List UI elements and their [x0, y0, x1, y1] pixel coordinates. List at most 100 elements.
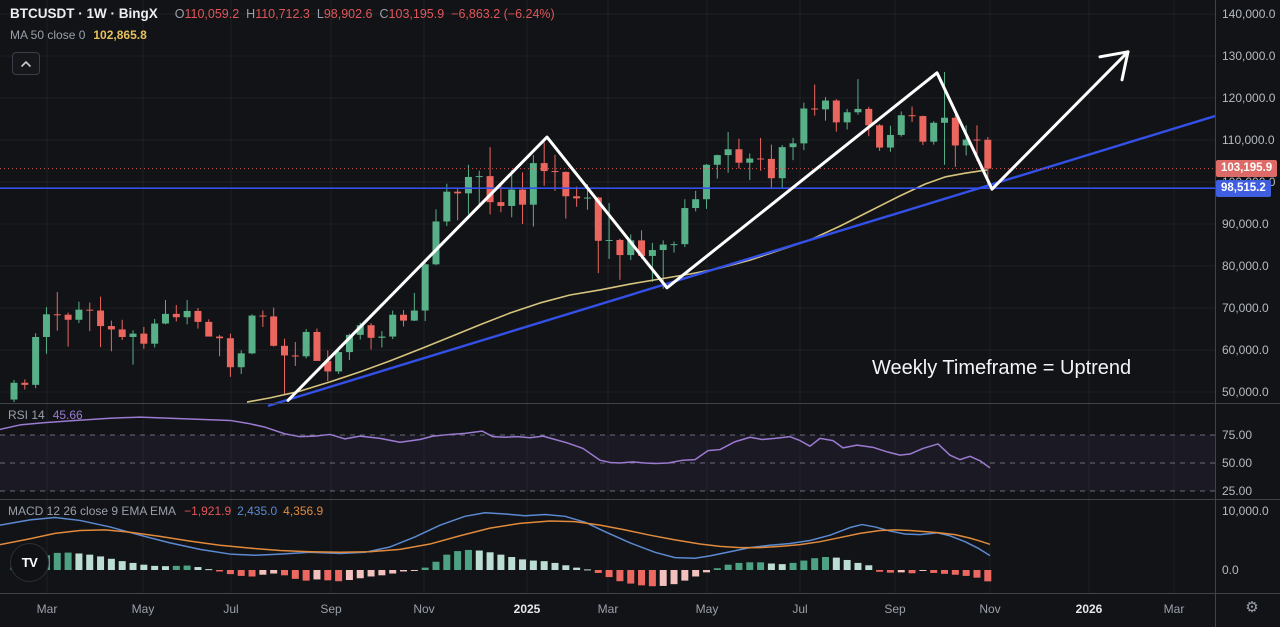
ma-study-value: 102,865.8	[93, 28, 147, 42]
macd-hist-value: −1,921.9	[184, 504, 232, 518]
macd-histogram-bar	[270, 570, 278, 574]
candles	[10, 71, 992, 403]
candle-body	[616, 239, 624, 256]
macd-histogram-bar	[291, 570, 299, 579]
candle-body	[75, 309, 83, 320]
candle-body	[107, 326, 115, 330]
candle-body	[573, 196, 581, 199]
macd-histogram-bar	[778, 564, 786, 570]
time-month-label: Mar	[597, 602, 619, 616]
time-month-label: Nov	[413, 602, 435, 616]
candle-body	[432, 221, 440, 265]
macd-histogram-bar	[454, 551, 462, 570]
macd-histogram-bar	[97, 556, 105, 570]
price-badge: 103,195.9	[1216, 160, 1278, 178]
macd-histogram-bar	[583, 569, 591, 571]
macd-study-row: MACD 12 26 close 9 EMA EMA −1,921.9 2,435.…	[8, 504, 323, 518]
candle-body	[540, 163, 548, 172]
rsi-tick-label: 75.00	[1222, 428, 1253, 442]
candle-body	[713, 155, 721, 165]
time-month-label: Mar	[36, 602, 58, 616]
ma-study-row: MA 50 close 0 102,865.8	[10, 28, 147, 42]
macd-histogram-bar	[151, 565, 159, 570]
macd-histogram-bar	[767, 563, 775, 570]
macd-histogram-bar	[345, 570, 353, 581]
candle-body	[194, 310, 202, 322]
candle-body	[205, 321, 213, 337]
blue-trendline[interactable]	[267, 114, 1216, 408]
macd-histogram-bar	[854, 562, 862, 570]
macd-histogram-bar	[519, 559, 527, 570]
macd-histogram-bar	[464, 549, 472, 570]
settings-gear-icon[interactable]: ⚙	[1245, 599, 1259, 616]
low-label: L	[316, 7, 324, 21]
candle-body	[692, 199, 700, 209]
tradingview-logo[interactable]: TV	[10, 543, 49, 582]
collapse-button[interactable]	[12, 52, 40, 75]
macd-histogram-bar	[724, 564, 732, 570]
candle-body	[118, 329, 126, 337]
candle-body	[86, 309, 94, 311]
candle-body	[529, 163, 537, 205]
macd-tick-label: 0.0	[1222, 563, 1239, 577]
macd-histogram-bar	[183, 565, 191, 570]
macd-line-path	[0, 512, 991, 559]
candle-body	[183, 310, 191, 318]
time-year-label: 2025	[513, 602, 541, 616]
macd-histogram-bar	[259, 570, 267, 575]
candle-body	[464, 176, 472, 194]
price-tick-label: 80,000.0	[1222, 259, 1269, 273]
candle-body	[865, 108, 873, 126]
price-tick-label: 140,000.0	[1222, 7, 1276, 21]
candle-body	[64, 314, 72, 320]
symbol-title[interactable]: BTCUSDT · 1W · BingX	[10, 6, 158, 21]
candle-body	[270, 316, 278, 346]
macd-histogram-bar	[475, 550, 483, 570]
macd-histogram-bar	[443, 554, 451, 570]
macd-histogram-bar	[876, 570, 884, 572]
macd-histogram-bar	[973, 570, 981, 578]
candle-body	[854, 108, 862, 113]
macd-histogram-bar	[789, 562, 797, 570]
candle-body	[32, 336, 40, 385]
macd-signal-path	[0, 520, 991, 554]
ma-study-label: MA 50 close 0	[10, 28, 86, 42]
trend-zigzag-arrow[interactable]	[286, 50, 1130, 402]
candle-body	[172, 313, 180, 318]
macd-histogram-bar	[302, 570, 310, 581]
candle-body	[291, 355, 299, 357]
candle-body	[605, 239, 613, 241]
macd-histogram-bar	[800, 560, 808, 570]
macd-histogram-bar	[367, 570, 375, 577]
macd-study-label: MACD 12 26 close 9 EMA EMA	[8, 504, 177, 518]
candle-body	[324, 360, 332, 372]
macd-histogram-bar	[356, 570, 364, 579]
candle-body	[345, 334, 353, 353]
macd-histogram-bar	[226, 570, 234, 575]
candle-body	[551, 171, 559, 173]
candle-body	[973, 139, 981, 141]
macd-histogram-bar	[670, 570, 678, 585]
macd-histogram-bar	[951, 570, 959, 575]
macd-histogram-bar	[421, 567, 429, 570]
macd-histogram-bar	[984, 570, 992, 582]
change-value: −6,863.2 (−6.24%)	[451, 7, 555, 21]
trend-annotation-text[interactable]: Weekly Timeframe = Uptrend	[872, 357, 1132, 379]
macd-histogram-bar	[627, 570, 635, 584]
candle-body	[843, 112, 851, 123]
ma50-line	[246, 169, 988, 403]
candle-body	[919, 116, 927, 142]
macd-histogram-bar	[757, 562, 765, 570]
time-month-label: Nov	[979, 602, 1001, 616]
candle-body	[627, 240, 635, 256]
candle-body	[659, 244, 667, 251]
macd-histogram-bar	[432, 561, 440, 570]
macd-histogram-bar	[659, 570, 667, 586]
candle-body	[356, 325, 364, 335]
macd-histogram-bar	[865, 565, 873, 570]
macd-histogram-bar	[908, 570, 916, 574]
macd-histogram-bar	[811, 558, 819, 570]
price-tick-label: 110,000.0	[1222, 133, 1275, 147]
ohlc-readout: O110,059.2 H110,712.3 L98,902.6 C103,195.9−…	[168, 7, 555, 21]
